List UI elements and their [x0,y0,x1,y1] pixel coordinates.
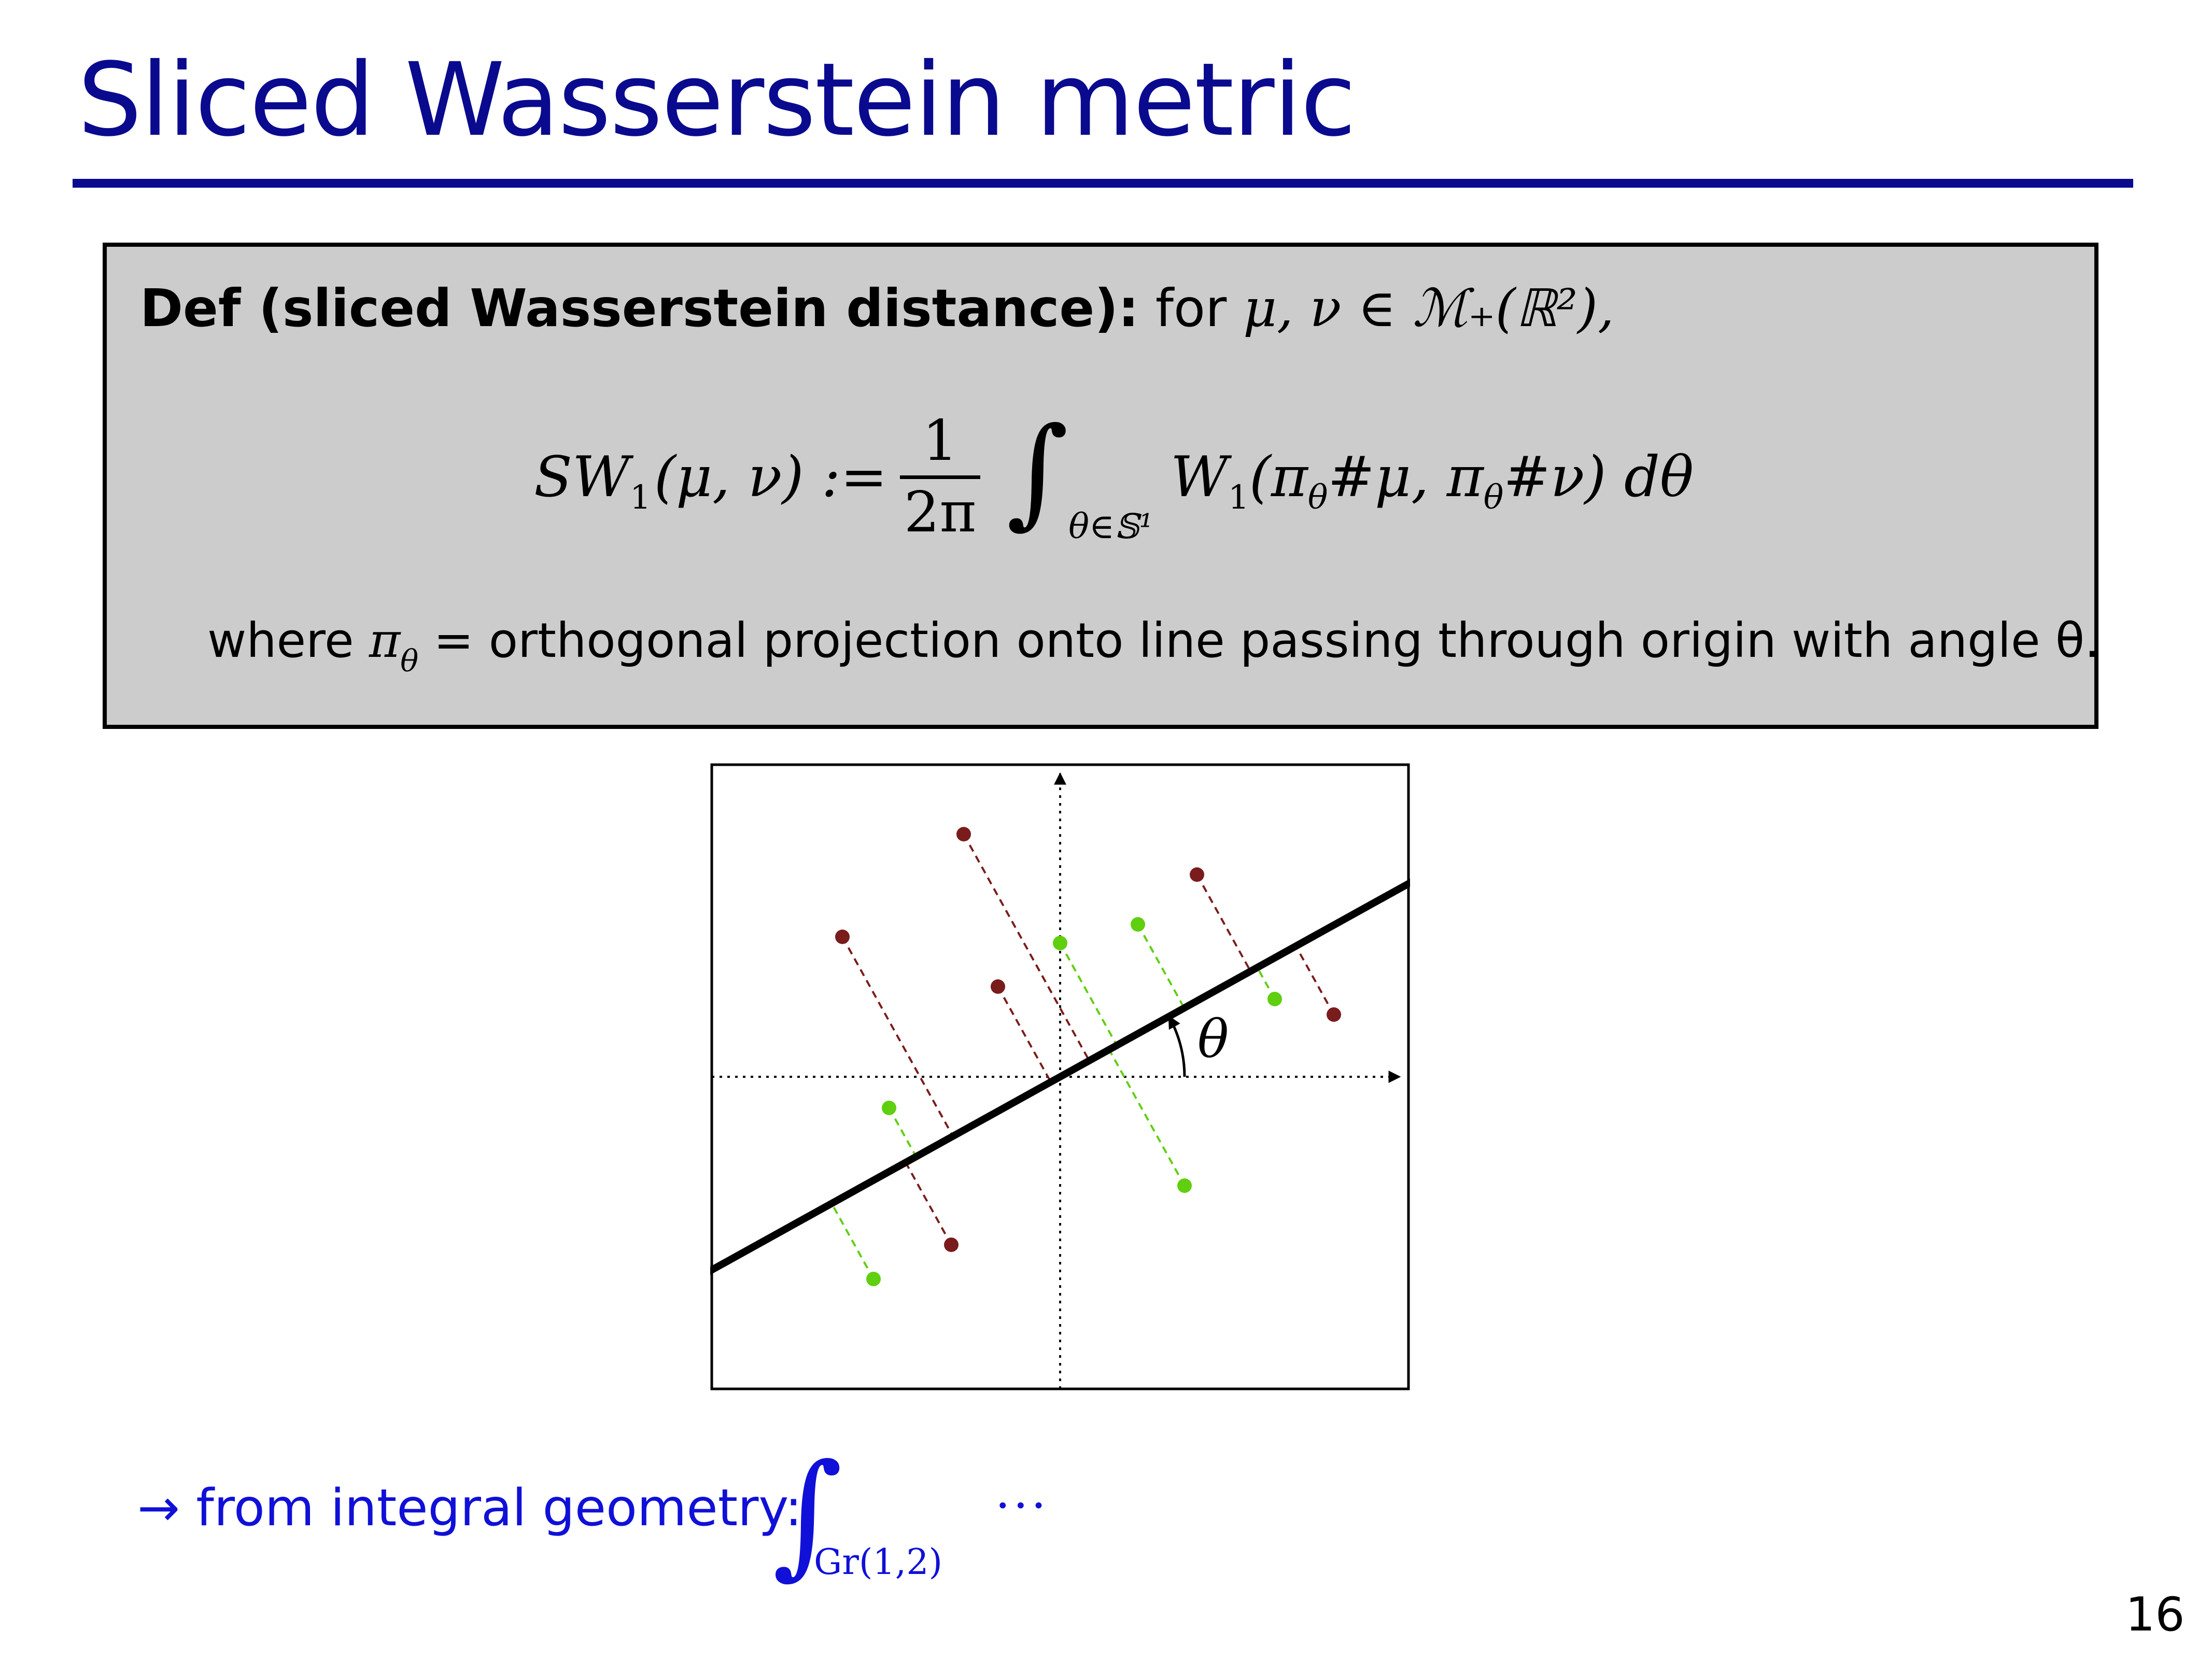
integrand-mid: #μ, π [1328,444,1484,510]
definition-heading: Def (sliced Wasserstein distance): [140,278,1139,339]
angle-arc [1167,1015,1186,1077]
fraction-bar [899,475,981,479]
projection-line [710,878,1410,1275]
grassmannian-subscript: Gr(1,2) [814,1542,943,1583]
fraction-numerator: 1 [922,408,958,473]
definition-intro-word: for [1155,278,1227,339]
integral-geometry-note: → from integral geometry: [137,1483,802,1534]
red-point-1 [835,930,850,944]
green-point-4 [1177,1178,1192,1193]
green-projection-4 [1108,1049,1186,1186]
red-point-3 [1190,867,1204,882]
fraction-denominator: 2π [904,480,977,545]
green-projection-1 [1137,924,1186,1009]
green-point-0 [1053,936,1067,950]
page-title: Sliced Wasserstein metric [78,41,1356,159]
green-point-1 [1131,917,1145,932]
title-underline [73,179,2133,188]
green-projection-0 [1059,943,1118,1046]
integral-geometry-text: from integral geometry: [196,1479,802,1538]
ellipsis: ··· [995,1479,1049,1533]
integrand-pi-sub: θ [1307,479,1328,517]
red-point-2 [991,979,1005,994]
formula-lhs-args: (μ, ν) := [654,444,887,510]
integrand-close: #ν) dθ [1503,444,1694,510]
where-clause: where πθ = orthogonal projection onto li… [207,617,2100,677]
integrand-w-sub: 1 [1228,479,1249,517]
where-word: where [207,613,354,668]
red-projection-3 [1196,874,1252,972]
formula-lhs: SW [534,444,630,510]
definition-intro: Def (sliced Wasserstein distance): for μ… [140,283,1614,334]
integrand-open: (π [1249,444,1308,510]
integral-subscript: θ∈𝕊¹ [1068,506,1153,546]
green-projection-5 [830,1203,875,1280]
red-point-4 [1327,1007,1341,1022]
data-points [835,827,1341,1286]
projection-lines [830,834,1335,1280]
integral-symbol: ∫ [1006,402,1069,541]
red-projection-1 [841,936,954,1137]
definition-box [103,243,2098,729]
definition-intro-math: μ, ν ∈ ℳ₊(ℝ²), [1243,278,1614,339]
formula-fraction: 1 2π [899,408,981,545]
green-point-5 [866,1272,881,1286]
red-projection-4 [1295,945,1335,1015]
where-rest: = orthogonal projection onto line passin… [418,613,2100,668]
green-point-2 [1267,992,1282,1006]
integrand-w: W [1170,444,1228,510]
angle-label: θ [1197,1009,1229,1070]
page-number: 16 [2125,1587,2185,1642]
arrow-icon: → [137,1479,180,1538]
green-projection-3 [888,1107,917,1157]
red-projection-2 [997,986,1052,1082]
red-point-5 [944,1238,959,1252]
integrand-pi-sub2: θ [1483,479,1504,517]
sw-formula: SW 1 (μ, ν) := 1 2π ∫ θ∈𝕊¹ W 1 (π θ #μ, π θ #ν) … [534,399,1694,555]
red-point-0 [956,827,971,841]
where-pi: π [369,613,401,668]
projection-figure: θ [710,763,1410,1390]
formula-lhs-sub: 1 [630,479,651,517]
where-pi-sub: θ [400,643,419,679]
red-projection-0 [963,834,1090,1061]
grassmannian-integral-symbol: ∫ [772,1436,843,1592]
green-point-3 [882,1101,896,1115]
red-projection-5 [905,1162,952,1245]
